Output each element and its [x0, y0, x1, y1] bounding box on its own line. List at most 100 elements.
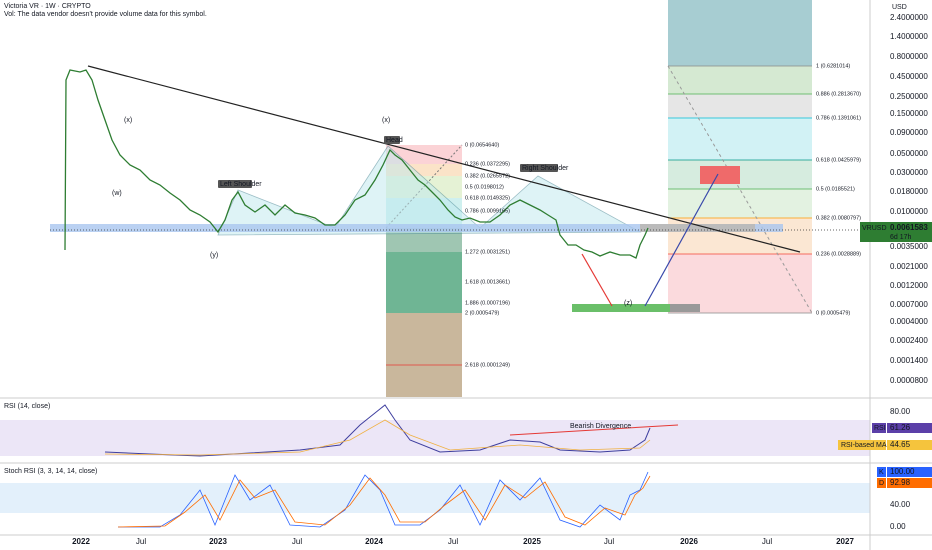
price-label: 0.0900000: [890, 128, 928, 137]
rsi-value: 61.26: [890, 423, 911, 432]
fib-right: [667, 0, 813, 314]
divergence-label: Bearish Divergence: [570, 423, 631, 430]
time-label: Jul: [448, 537, 458, 546]
tag: [887, 467, 932, 477]
fib-label: 0.786 (0.0099165): [465, 208, 510, 214]
title: Victoria VR · 1W · CRYPTO: [4, 3, 91, 10]
countdown: 6d 17h: [890, 234, 912, 241]
price-label: 0.0000800: [890, 376, 928, 385]
rsi-band: [0, 420, 870, 456]
divergence-line: [509, 424, 679, 436]
price-label: 2.4000000: [890, 13, 928, 22]
band-gray: [640, 224, 755, 232]
fib-label: 0.618 (0.0149325): [465, 195, 510, 201]
time-label: Jul: [762, 537, 772, 546]
price-label: 0.0012000: [890, 281, 928, 290]
arrow-down: [581, 253, 613, 307]
fib-label: 0.5 (0.0185521): [816, 186, 855, 192]
tag: [877, 478, 886, 488]
fib-label: 0.236 (0.0028889): [816, 251, 861, 257]
price-label: 0.0004000: [890, 317, 928, 326]
trendline: [87, 65, 801, 253]
fib-label: 1.886 (0.0007196): [465, 300, 510, 306]
symbol: VRUSD: [862, 225, 887, 232]
time-label: 2026: [680, 537, 698, 546]
fib-label: 0 (0.0005479): [816, 310, 850, 316]
zone-gray: [670, 304, 700, 312]
label-box: [520, 164, 558, 172]
zone-green: [572, 304, 670, 312]
stoch-band: [0, 483, 870, 513]
price-label: 1.4000000: [890, 32, 928, 41]
fib-label: 2.618 (0.0001249): [465, 362, 510, 368]
zone-red: [700, 166, 740, 184]
price-label: 0.4500000: [890, 72, 928, 81]
tag: [872, 423, 886, 433]
price-label: 0.0035000: [890, 242, 928, 251]
time-label: 2027: [836, 537, 854, 546]
price-label: 0.0500000: [890, 149, 928, 158]
tag: [887, 440, 932, 450]
price-label: 0.0001400: [890, 356, 928, 365]
fib-label: 0.618 (0.0425979): [816, 157, 861, 163]
label-box: [218, 180, 252, 188]
fib-label: 0.382 (0.0265572): [465, 173, 510, 179]
fib-label: 2 (0.0005479): [465, 310, 499, 316]
fib-label: 0.236 (0.0372295): [465, 161, 510, 167]
tag: [887, 423, 932, 433]
currency: USD: [892, 4, 907, 11]
arrow-up: [644, 173, 719, 307]
price-label: 0.0100000: [890, 207, 928, 216]
time-label: 2025: [523, 537, 541, 546]
price: [64, 69, 649, 259]
stoch-axis: 0.00: [890, 522, 906, 531]
fib-label: 1.618 (0.0013661): [465, 279, 510, 285]
fib-label: 1.272 (0.0031251): [465, 249, 510, 255]
price-label: 0.2500000: [890, 92, 928, 101]
label-box: [384, 136, 400, 144]
price-badge: [860, 222, 932, 242]
wave-label: Head: [386, 137, 403, 144]
wave-label: Right Shoulder: [522, 165, 569, 172]
time-label: 2022: [72, 537, 90, 546]
price-label: 0.0007000: [890, 300, 928, 309]
fib-label: 1 (0.6281014): [816, 63, 850, 69]
time-label: Jul: [136, 537, 146, 546]
k-tag: K: [879, 469, 884, 476]
rsi-axis: 80.00: [890, 407, 911, 416]
wave-label: (w): [112, 190, 122, 197]
time-label: 2024: [365, 537, 383, 546]
rsi-tag: RSI: [874, 425, 886, 432]
price-label: 0.0002400: [890, 336, 928, 345]
price-label: 0.0180000: [890, 187, 928, 196]
k-value: 100.00: [890, 467, 915, 476]
price-label: 0.0021000: [890, 262, 928, 271]
tag: [838, 440, 886, 450]
ma-tag: RSI-based MA: [841, 442, 887, 449]
tag: [887, 478, 932, 488]
head-shoulders: [217, 145, 642, 236]
time-label: Jul: [604, 537, 614, 546]
volume-note: Vol: The data vendor doesn't provide vol…: [4, 11, 207, 18]
last-price: 0.0061583: [890, 223, 928, 232]
wave-label: (y): [210, 252, 218, 259]
fib-label: 0.382 (0.0080797): [816, 215, 861, 221]
fib-label: 0 (0.0654640): [465, 142, 499, 148]
stoch-title: Stoch RSI (3, 3, 14, 14, close): [4, 468, 97, 475]
fib-label: 0.786 (0.1391061): [816, 115, 861, 121]
fib-label: 0.5 (0.0198012): [465, 184, 504, 190]
tag: [877, 467, 886, 477]
time-label: 2023: [209, 537, 227, 546]
wave-label: (x): [124, 117, 132, 124]
fib-label: 0.886 (0.2813670): [816, 91, 861, 97]
stoch-axis: 40.00: [890, 500, 911, 509]
rsi-title: RSI (14, close): [4, 403, 50, 410]
rsi-line: [104, 404, 651, 457]
price-label: 0.1500000: [890, 109, 928, 118]
wave-label: (z): [624, 300, 632, 307]
d-value: 92.98: [890, 478, 911, 487]
price-label: 0.8000000: [890, 52, 928, 61]
wave-label: (x): [382, 117, 390, 124]
stoch-k: [118, 471, 649, 528]
